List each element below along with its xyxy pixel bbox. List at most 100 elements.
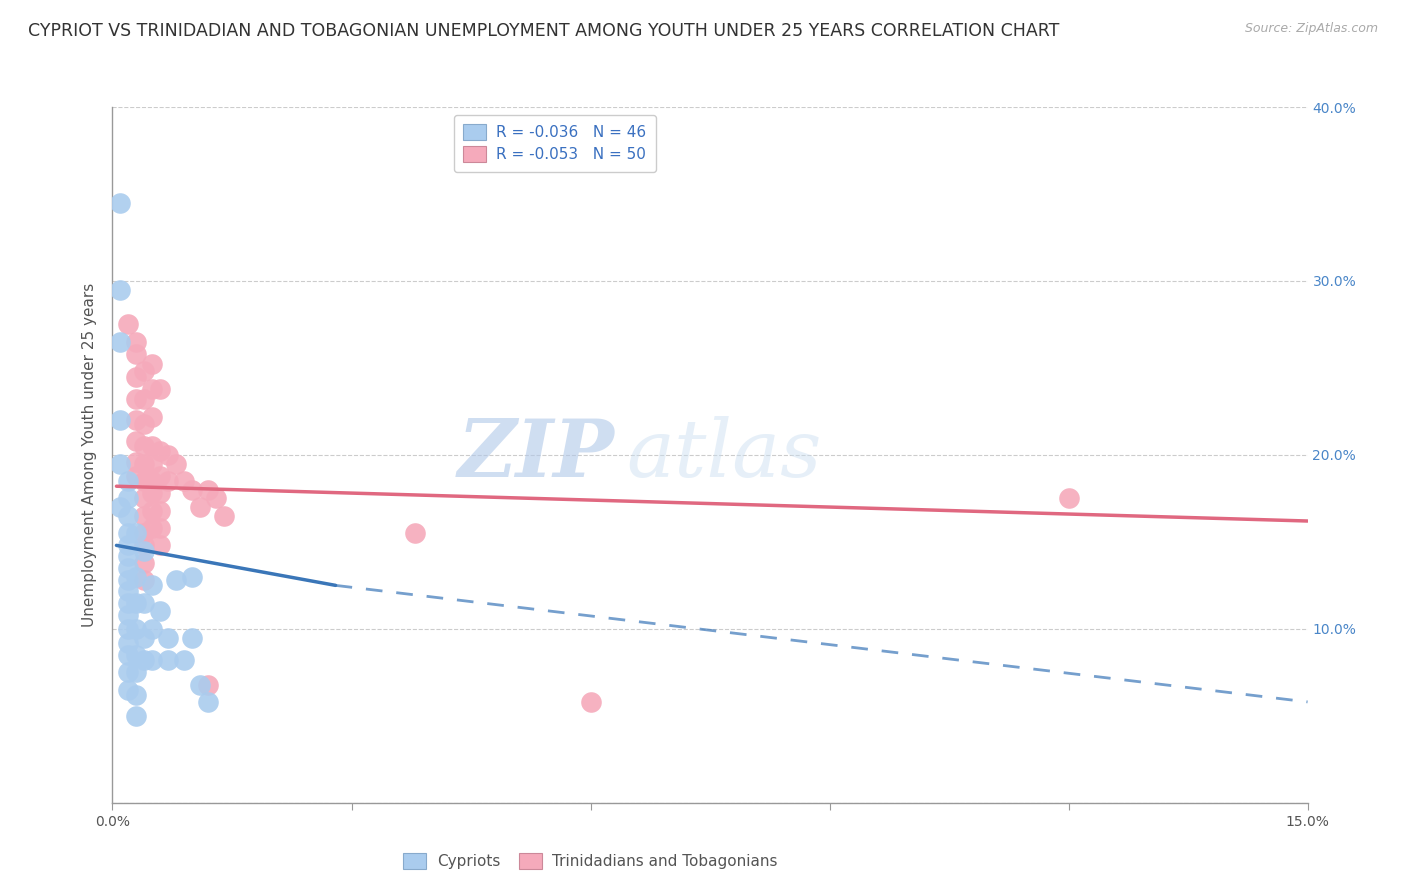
Legend: Cypriots, Trinidadians and Tobagonians: Cypriots, Trinidadians and Tobagonians bbox=[394, 844, 787, 879]
Point bbox=[117, 596, 139, 610]
Point bbox=[173, 653, 195, 667]
Point bbox=[165, 457, 187, 471]
Text: CYPRIOT VS TRINIDADIAN AND TOBAGONIAN UNEMPLOYMENT AMONG YOUTH UNDER 25 YEARS CO: CYPRIOT VS TRINIDADIAN AND TOBAGONIAN UN… bbox=[28, 22, 1060, 40]
Point bbox=[149, 521, 172, 535]
Point bbox=[188, 500, 211, 514]
Point bbox=[125, 648, 148, 662]
Point bbox=[197, 483, 219, 497]
Point bbox=[117, 607, 139, 622]
Point bbox=[141, 622, 163, 636]
Point bbox=[117, 538, 139, 552]
Point bbox=[141, 503, 163, 517]
Point bbox=[1057, 491, 1080, 506]
Point bbox=[134, 491, 156, 506]
Point bbox=[149, 486, 172, 500]
Point bbox=[149, 503, 172, 517]
Point bbox=[141, 578, 163, 592]
Point bbox=[110, 500, 132, 514]
Point bbox=[134, 457, 156, 471]
Point bbox=[125, 570, 148, 584]
Text: Source: ZipAtlas.com: Source: ZipAtlas.com bbox=[1244, 22, 1378, 36]
Point bbox=[157, 474, 180, 488]
Point bbox=[197, 677, 219, 691]
Point bbox=[110, 283, 132, 297]
Point bbox=[134, 474, 156, 488]
Point bbox=[134, 653, 156, 667]
Point bbox=[134, 596, 156, 610]
Point bbox=[157, 653, 180, 667]
Point bbox=[125, 392, 148, 407]
Point bbox=[157, 448, 180, 462]
Point bbox=[125, 413, 148, 427]
Point bbox=[125, 688, 148, 702]
Point bbox=[134, 556, 156, 570]
Point bbox=[197, 695, 219, 709]
Point bbox=[165, 573, 187, 587]
Point bbox=[157, 631, 180, 645]
Point bbox=[117, 561, 139, 575]
Point bbox=[117, 665, 139, 680]
Point bbox=[149, 605, 172, 619]
Point bbox=[141, 358, 163, 372]
Point bbox=[125, 455, 148, 469]
Point bbox=[149, 468, 172, 483]
Point bbox=[117, 636, 139, 650]
Point bbox=[149, 444, 172, 458]
Point bbox=[134, 543, 156, 558]
Point bbox=[181, 570, 204, 584]
Point bbox=[134, 439, 156, 453]
Text: atlas: atlas bbox=[626, 417, 821, 493]
Point bbox=[125, 708, 148, 723]
Point bbox=[134, 392, 156, 407]
Point bbox=[205, 491, 228, 506]
Point bbox=[134, 573, 156, 587]
Point bbox=[181, 483, 204, 497]
Point bbox=[134, 538, 156, 552]
Point bbox=[117, 549, 139, 563]
Point bbox=[579, 695, 602, 709]
Point bbox=[141, 409, 163, 424]
Point bbox=[141, 521, 163, 535]
Point bbox=[125, 369, 148, 384]
Point bbox=[125, 665, 148, 680]
Point bbox=[125, 434, 148, 448]
Point bbox=[125, 334, 148, 349]
Point bbox=[117, 474, 139, 488]
Point bbox=[149, 538, 172, 552]
Text: ZIP: ZIP bbox=[457, 417, 614, 493]
Point bbox=[141, 653, 163, 667]
Point bbox=[173, 474, 195, 488]
Point bbox=[134, 508, 156, 523]
Point bbox=[117, 648, 139, 662]
Point bbox=[117, 682, 139, 697]
Point bbox=[110, 195, 132, 210]
Point bbox=[181, 631, 204, 645]
Point bbox=[149, 382, 172, 396]
Point bbox=[141, 474, 163, 488]
Point bbox=[141, 457, 163, 471]
Point bbox=[212, 508, 235, 523]
Y-axis label: Unemployment Among Youth under 25 years: Unemployment Among Youth under 25 years bbox=[82, 283, 97, 627]
Point bbox=[110, 457, 132, 471]
Point bbox=[141, 439, 163, 453]
Point bbox=[134, 364, 156, 378]
Point bbox=[117, 573, 139, 587]
Point bbox=[117, 508, 139, 523]
Point bbox=[125, 526, 148, 541]
Point bbox=[134, 417, 156, 431]
Point bbox=[141, 486, 163, 500]
Point bbox=[141, 382, 163, 396]
Point bbox=[117, 583, 139, 598]
Point bbox=[134, 526, 156, 541]
Point bbox=[125, 347, 148, 361]
Point bbox=[117, 491, 139, 506]
Point bbox=[188, 677, 211, 691]
Point bbox=[134, 631, 156, 645]
Point bbox=[117, 622, 139, 636]
Point bbox=[110, 413, 132, 427]
Point bbox=[110, 334, 132, 349]
Point bbox=[117, 526, 139, 541]
Point bbox=[125, 622, 148, 636]
Point bbox=[117, 318, 139, 332]
Point bbox=[404, 526, 426, 541]
